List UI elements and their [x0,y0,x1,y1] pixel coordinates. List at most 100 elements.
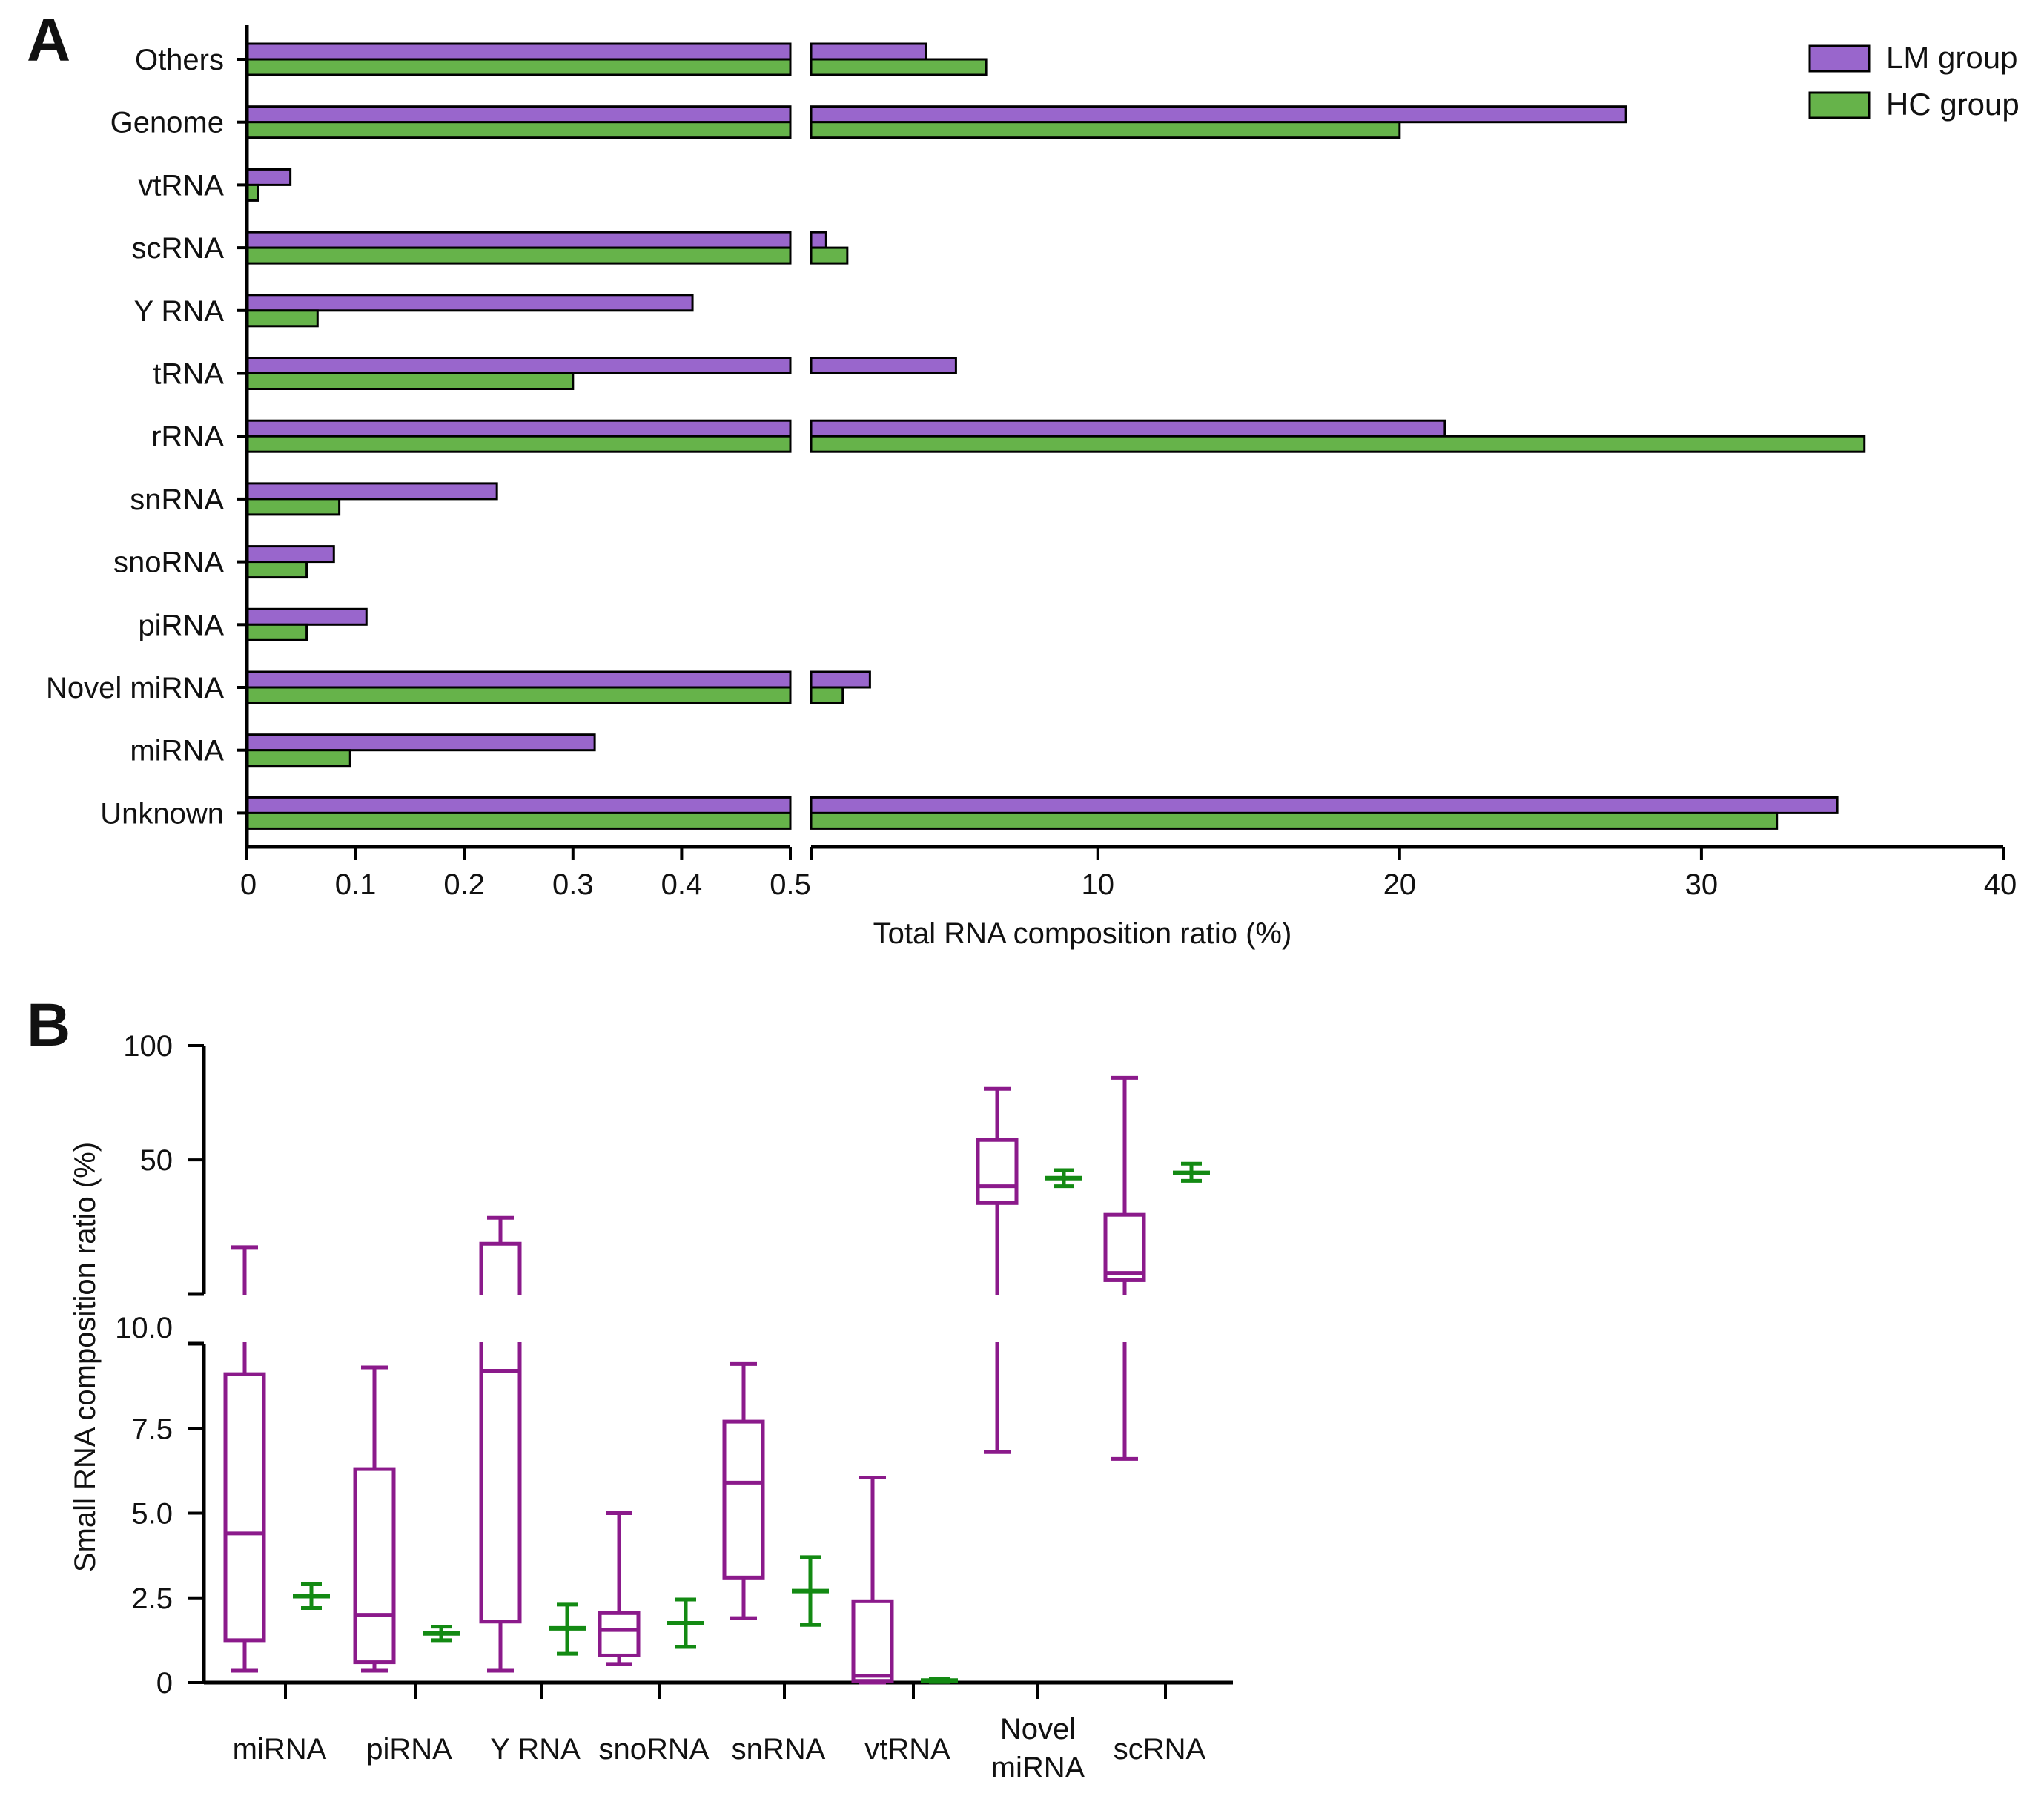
legend-label-hc: HC group [1886,87,2020,122]
a-bar-hc-y-rna [245,309,319,328]
a-bar-lm-snrna [245,482,498,501]
a-bar-lm-genome-part1 [245,105,792,124]
a-bar-lm-scrna-part1 [245,231,792,249]
panel-b-yticks: 0 2.5 5.0 7.5 10.0 50 100 [115,1030,204,1700]
b-y-tick-label-5-0: 5.0 [131,1498,173,1531]
a-x-tick-label-seg1-0-5: 0.5 [770,868,811,901]
a-x-tick-label-seg1-0-2: 0.2 [443,868,485,901]
a-category-label-novel-mirna: Novel miRNA [46,672,224,704]
a-x-tick-label-seg1-0-3: 0.3 [552,868,594,901]
a-x-tick-label-seg2-40: 40 [1984,868,2017,901]
b-y-tick-label-100: 100 [123,1030,173,1063]
b-box-lm-snrna [722,1419,765,1580]
a-bar-lm-trna-part2 [810,357,957,374]
b-category-label-y-rna: Y RNA [490,1733,581,1766]
b-y-tick-label-7-5: 7.5 [131,1413,173,1445]
b-y-tick-label-10-0: 10.0 [115,1312,173,1344]
a-category-label-y-rna: Y RNA [133,295,224,328]
a-bar-lm-rrna-part2 [810,419,1446,438]
panel-a-cat-labels: Others Genome vtRNA scRNA Y RNA tRNA rRNA snRNA… [46,44,224,830]
a-bar-hc-genome-part1 [245,121,792,139]
a-x-tick-label-seg1-0: 0 [240,868,257,901]
a-bar-lm-mirna [245,733,596,752]
b-category-label-vtrna: vtRNA [864,1733,950,1766]
panel-b-letter: B [27,991,70,1059]
a-bar-hc-pirna [245,623,308,641]
legend-swatch-hc [1808,91,1871,119]
a-bar-lm-genome-part2 [810,105,1627,124]
panel-a-xlabel: Total RNA composition ratio (%) [873,917,1292,950]
a-bar-hc-snrna [245,498,341,516]
a-bar-lm-unknown-part2 [810,796,1839,814]
a-bar-hc-others-part2 [810,58,988,76]
b-box-upper-lm-y-rna [479,1241,522,1295]
a-bar-hc-scrna-part2 [810,246,849,265]
a-bar-lm-snorna [245,545,335,564]
a-x-tick-label-seg1-0-4: 0.4 [661,868,703,901]
a-x-tick-label-seg1-0-1: 0.1 [335,868,377,901]
a-bar-lm-novel-mirna-part2 [810,670,871,689]
a-category-label-others: Others [135,44,224,76]
b-category-label-novel-mirna-line2: miRNA [991,1752,1085,1784]
b-box-lm-novel-mirna [976,1138,1019,1205]
b-y-tick-label-2-5: 2.5 [131,1582,173,1615]
a-category-label-scrna: scRNA [132,232,225,265]
panel-b-cat-labels: miRNA piRNA Y RNA snoRNA snRNA vtRNA Novel miRN… [233,1713,1206,1784]
legend-swatch-lm [1808,44,1871,73]
legend-label-lm: LM group [1886,40,2017,75]
a-bar-hc-trna [245,372,575,390]
a-bar-lm-pirna [245,607,368,626]
a-category-label-genome: Genome [110,107,224,139]
panel-b-boxes [223,1075,1210,1699]
b-box-lm-snorna [598,1611,641,1657]
a-bar-lm-rrna-part1 [245,419,792,438]
panel-a: A Others Genome vtRNA scRNA Y RNA tRNA rRNA snR… [27,7,2020,950]
a-bar-hc-snorna [245,561,308,579]
a-category-label-vtrna: vtRNA [138,169,224,202]
a-category-label-snorna: snoRNA [113,547,224,579]
b-category-label-mirna: miRNA [233,1733,327,1766]
b-box-lower-lm-y-rna [479,1342,522,1624]
a-bar-hc-rrna-part1 [245,435,792,453]
a-bar-hc-unknown-part2 [810,811,1779,830]
b-y-tick-label-50: 50 [140,1144,173,1177]
a-category-label-trna: tRNA [153,358,224,391]
panel-b-ylabel: Small RNA composition ratio (%) [69,1142,102,1572]
a-bar-lm-unknown-part1 [245,796,792,814]
b-category-label-novel-mirna-line1: Novel [1000,1713,1076,1746]
a-category-label-rrna: rRNA [151,420,224,453]
b-box-lm-scrna [1103,1212,1146,1282]
a-bar-lm-others-part1 [245,42,792,61]
a-x-tick-label-seg2-20: 20 [1383,868,1417,901]
a-bar-lm-y-rna [245,294,694,312]
a-x-tick-label-seg2-10: 10 [1081,868,1114,901]
panel-a-bars [245,42,1866,830]
a-bar-lm-trna-part1 [245,357,792,374]
b-category-label-snorna: snoRNA [599,1733,710,1766]
a-bar-hc-mirna [245,749,351,768]
a-bar-lm-vtrna [245,168,292,186]
b-category-label-snrna: snRNA [732,1733,826,1766]
a-bar-lm-others-part2 [810,42,927,61]
b-box-lm-pirna [353,1467,396,1665]
a-bar-hc-novel-mirna-part2 [810,686,844,704]
b-category-label-pirna: piRNA [366,1733,452,1766]
a-bar-hc-rrna-part2 [810,435,1866,453]
b-box-lm-mirna [223,1372,266,1643]
b-y-tick-label-0: 0 [156,1667,173,1700]
a-bar-hc-others-part1 [245,58,792,76]
a-category-label-unknown: Unknown [100,797,224,830]
panel-a-letter: A [27,7,70,74]
a-x-tick-label-seg2-30: 30 [1685,868,1719,901]
a-bar-hc-genome-part2 [810,121,1401,139]
legend: LM group HC group [1808,40,2020,122]
panel-a-axes [237,25,2003,849]
b-box-lm-vtrna [851,1599,894,1683]
a-bar-hc-novel-mirna-part1 [245,686,792,704]
a-category-label-pirna: piRNA [138,609,224,641]
a-bar-lm-scrna-part2 [810,231,827,249]
a-bar-lm-novel-mirna-part1 [245,670,792,689]
panel-b: B Small RNA composition ratio (%) 0 2.5 5.… [27,991,1233,1784]
a-bar-hc-unknown-part1 [245,811,792,830]
